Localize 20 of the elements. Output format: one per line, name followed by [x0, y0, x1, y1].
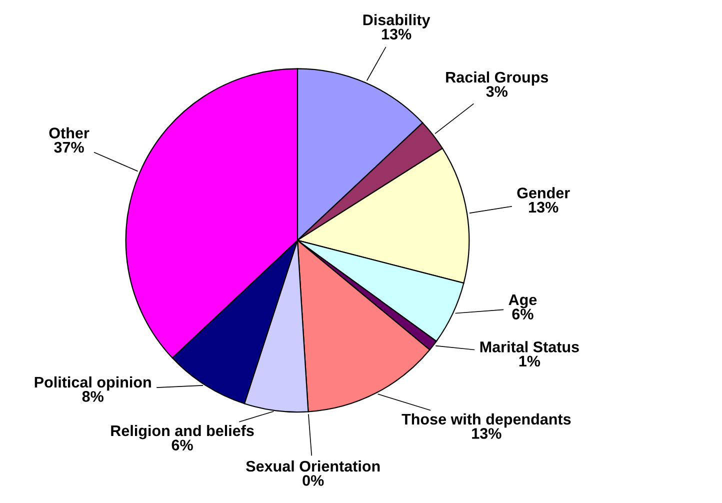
data-label: 13% — [382, 28, 412, 40]
slice-label: Those with dependants — [402, 413, 571, 428]
data-label: 1% — [519, 356, 540, 367]
data-label: 13% — [529, 202, 558, 213]
data-label: 13% — [472, 428, 502, 439]
slice-label: Age — [508, 294, 537, 308]
slice-label: Other — [49, 127, 90, 138]
slice-label: Disability — [363, 14, 430, 28]
text: 0% — [302, 475, 324, 486]
category-label: Sexual Orientation — [246, 460, 380, 472]
slice-label: Political opinion — [34, 376, 151, 391]
data-label: 37% — [54, 142, 84, 153]
slice-label: Marital Status — [480, 341, 579, 352]
slice-label: Gender — [517, 187, 570, 198]
slice-label: Religion and beliefs — [111, 424, 254, 440]
data-label: 6% — [172, 440, 193, 450]
slice-label: Racial Groups — [446, 71, 548, 86]
data-label: 8% — [82, 391, 104, 402]
data-label: 3% — [486, 86, 508, 97]
data-label: 6% — [512, 308, 534, 320]
